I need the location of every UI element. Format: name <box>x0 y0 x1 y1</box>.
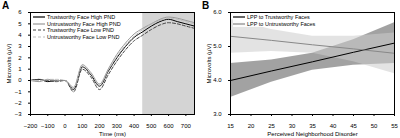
svg-text:0: 0 <box>18 77 22 83</box>
html-text:B: B <box>202 0 210 11</box>
svg-text:5: 5 <box>18 21 22 27</box>
svg-text:700: 700 <box>181 123 192 129</box>
svg-text:1: 1 <box>18 66 22 72</box>
svg-text:45: 45 <box>350 123 357 129</box>
svg-text:−100: −100 <box>41 123 55 129</box>
svg-text:40: 40 <box>330 123 337 129</box>
svg-text:3.0: 3.0 <box>213 111 222 117</box>
svg-text:6: 6 <box>18 9 22 15</box>
svg-text:2: 2 <box>18 55 22 61</box>
html-text:Untrustworthy Face High PND: Untrustworthy Face High PND <box>47 20 121 27</box>
svg-text:300: 300 <box>112 123 123 129</box>
html-text:LPP to Untrustworthy Faces: LPP to Untrustworthy Faces <box>247 20 316 27</box>
svg-text:Microvolts (µV): Microvolts (µV) <box>6 43 12 83</box>
svg-text:400: 400 <box>129 123 140 129</box>
svg-text:4: 4 <box>18 32 22 38</box>
svg-text:−200: −200 <box>24 123 38 129</box>
svg-text:3: 3 <box>18 43 22 49</box>
svg-text:100: 100 <box>77 123 88 129</box>
svg-text:Perceived Neighborhood Disorde: Perceived Neighborhood Disorder <box>267 131 357 137</box>
svg-text:200: 200 <box>95 123 106 129</box>
html-text:A: A <box>2 0 10 11</box>
html-text:Untrustworthy Face Low PND: Untrustworthy Face Low PND <box>47 33 120 40</box>
svg-text:Time (ms): Time (ms) <box>99 131 126 137</box>
html-text:LPP to Trustworthy Faces: LPP to Trustworthy Faces <box>247 14 310 20</box>
svg-text:−1: −1 <box>15 89 23 95</box>
svg-text:50: 50 <box>371 123 378 129</box>
svg-text:15: 15 <box>227 123 234 129</box>
svg-text:Microvolts (µV): Microvolts (µV) <box>206 43 212 83</box>
svg-text:600: 600 <box>164 123 175 129</box>
svg-text:4.0: 4.0 <box>213 77 222 83</box>
svg-text:55: 55 <box>391 123 398 129</box>
svg-text:35: 35 <box>309 123 316 129</box>
svg-text:0: 0 <box>63 123 67 129</box>
svg-text:−3: −3 <box>15 111 23 117</box>
html-text:Trustworthy Face Low PND: Trustworthy Face Low PND <box>47 27 114 33</box>
svg-text:20: 20 <box>248 123 255 129</box>
svg-text:6.0: 6.0 <box>213 9 222 15</box>
svg-text:25: 25 <box>268 123 275 129</box>
svg-text:−2: −2 <box>15 100 23 106</box>
html-text:Trustworthy Face High PND: Trustworthy Face High PND <box>47 14 116 20</box>
svg-text:5.0: 5.0 <box>213 43 222 49</box>
svg-text:30: 30 <box>289 123 296 129</box>
svg-text:500: 500 <box>146 123 157 129</box>
